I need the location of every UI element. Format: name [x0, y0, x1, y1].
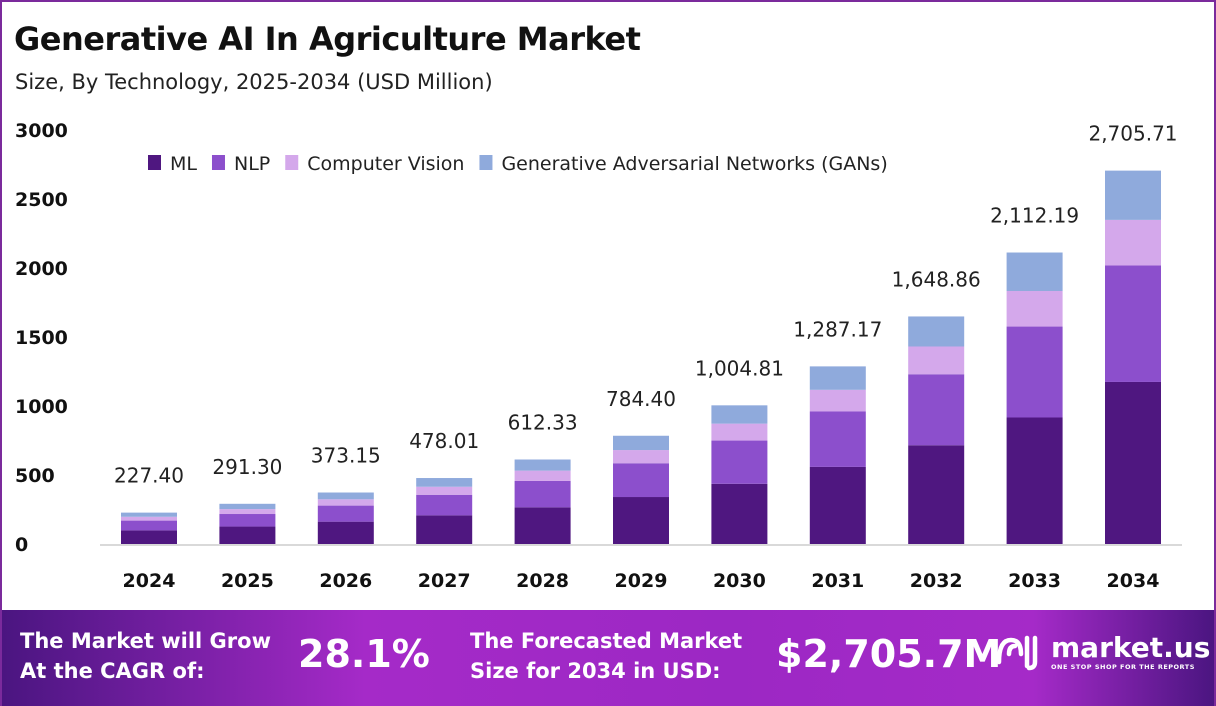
forecast-label-line2: Size for 2034 in USD:	[470, 659, 721, 683]
cagr-value: 28.1%	[298, 632, 430, 676]
bar-segment-2030-nlp	[711, 440, 768, 484]
bar-segment-2034-generative-adversarial-networks-gans-	[1105, 170, 1161, 220]
bar-segment-2026-computer-vision	[317, 499, 374, 506]
bar-segment-2034-ml	[1105, 381, 1161, 544]
brand-mark-icon	[996, 635, 1038, 671]
bar-segment-2030-ml	[711, 483, 768, 544]
bar-segment-2027-nlp	[416, 494, 473, 516]
bar-segment-2026-ml	[317, 521, 374, 544]
x-tick-label: 2030	[713, 570, 766, 592]
forecast-label: The Forecasted Market Size for 2034 in US…	[470, 626, 742, 686]
bar-segment-2028-ml	[514, 507, 571, 544]
brand-tagline: ONE STOP SHOP FOR THE REPORTS	[1051, 663, 1195, 671]
bar-segment-2032-computer-vision	[908, 346, 965, 375]
bar-segment-2034-nlp	[1105, 265, 1161, 382]
bar-segment-2032-nlp	[908, 374, 965, 446]
bar-segment-2031-nlp	[809, 411, 866, 467]
forecast-value: $2,705.7M	[776, 632, 1002, 676]
bar-segment-2028-computer-vision	[514, 470, 571, 481]
legend-label: Computer Vision	[307, 153, 464, 175]
total-label: 227.40	[114, 464, 184, 488]
bar-segment-2033-ml	[1006, 417, 1063, 544]
legend-label: Generative Adversarial Networks (GANs)	[501, 153, 887, 175]
y-tick-label: 0	[15, 534, 28, 556]
bar-segment-2033-generative-adversarial-networks-gans-	[1006, 252, 1063, 291]
footer-banner: The Market will Grow At the CAGR of: 28.1…	[0, 610, 1216, 706]
cagr-label: The Market will Grow At the CAGR of:	[20, 626, 271, 686]
y-tick-label: 2000	[15, 258, 68, 280]
bar-segment-2026-generative-adversarial-networks-gans-	[317, 492, 374, 500]
bar-segment-2027-computer-vision	[416, 486, 473, 495]
chart-subtitle: Size, By Technology, 2025-2034 (USD Mill…	[15, 70, 493, 94]
bar-segment-2029-nlp	[613, 463, 669, 498]
bar-segment-2030-generative-adversarial-networks-gans-	[711, 405, 768, 424]
x-tick-label: 2033	[1008, 570, 1061, 592]
x-tick-label: 2027	[418, 570, 471, 592]
legend-label: NLP	[234, 153, 270, 175]
y-tick-label: 1000	[15, 396, 68, 418]
legend-swatch-ml	[148, 155, 161, 170]
y-tick-label: 500	[15, 465, 55, 487]
bar-segment-2024-nlp	[121, 520, 177, 531]
bar-segment-2032-ml	[908, 445, 965, 544]
legend-swatch-computer-vision	[285, 155, 299, 170]
bar-segment-2033-nlp	[1006, 326, 1063, 418]
bar-segment-2025-nlp	[219, 514, 276, 527]
market-us-logo: market.us ONE STOP SHOP FOR THE REPORTS	[995, 632, 1210, 672]
total-label: 784.40	[606, 387, 676, 411]
y-tick-label: 3000	[15, 120, 68, 142]
bar-segment-2032-generative-adversarial-networks-gans-	[908, 316, 965, 347]
bar-segment-2031-ml	[809, 466, 866, 544]
total-label: 1,004.81	[695, 356, 784, 380]
total-label: 2,705.71	[1088, 122, 1177, 146]
cagr-label-line2: At the CAGR of:	[20, 659, 205, 683]
chart-title: Generative AI In Agriculture Market	[14, 20, 641, 58]
bar-segment-2027-ml	[416, 515, 473, 544]
brand-name: market.us	[1051, 631, 1211, 664]
bar-segment-2033-computer-vision	[1006, 290, 1063, 327]
bar-segment-2024-generative-adversarial-networks-gans-	[121, 512, 177, 517]
bar-segment-2029-generative-adversarial-networks-gans-	[613, 435, 669, 451]
x-tick-label: 2026	[319, 570, 372, 592]
bar-segment-2024-computer-vision	[121, 516, 177, 521]
bar-segment-2030-computer-vision	[711, 423, 768, 441]
cagr-label-line1: The Market will Grow	[20, 629, 271, 653]
legend-swatch-generative-adversarial-networks-gans-	[479, 155, 493, 170]
legend-label: ML	[170, 153, 197, 175]
bar-segment-2026-nlp	[317, 505, 374, 522]
total-label: 1,287.17	[793, 317, 882, 341]
x-tick-label: 2025	[221, 570, 274, 592]
bar-segment-2025-computer-vision	[219, 509, 276, 515]
x-tick-label: 2032	[910, 570, 963, 592]
bar-segment-2031-generative-adversarial-networks-gans-	[809, 366, 866, 390]
bar-segment-2027-generative-adversarial-networks-gans-	[416, 478, 473, 487]
total-label: 612.33	[508, 411, 578, 435]
bar-segment-2028-nlp	[514, 480, 571, 508]
forecast-label-line1: The Forecasted Market	[470, 629, 743, 653]
x-tick-label: 2029	[615, 570, 668, 592]
bar-segment-2029-computer-vision	[613, 450, 669, 464]
x-tick-label: 2028	[516, 570, 569, 592]
bar-segment-2034-computer-vision	[1105, 219, 1161, 266]
bar-segment-2031-computer-vision	[809, 389, 866, 412]
total-label: 478.01	[409, 429, 479, 453]
bar-chart: 0 500 1000 1500 2000 2500 3000 ML NLP Computer Vi…	[15, 120, 1182, 592]
total-label: 1,648.86	[892, 267, 981, 291]
bar-segment-2029-ml	[613, 497, 669, 544]
total-label: 2,112.19	[990, 204, 1079, 228]
y-tick-label: 1500	[15, 327, 68, 349]
total-label: 373.15	[311, 444, 381, 468]
y-tick-label: 2500	[15, 189, 68, 211]
bar-segment-2025-ml	[219, 526, 276, 544]
bar-segment-2028-generative-adversarial-networks-gans-	[514, 459, 571, 471]
x-tick-label: 2031	[811, 570, 864, 592]
bar-segment-2024-ml	[121, 530, 177, 544]
x-tick-label: 2024	[123, 570, 176, 592]
x-tick-label: 2034	[1107, 570, 1160, 592]
legend-swatch-nlp	[211, 155, 225, 170]
bar-segment-2025-generative-adversarial-networks-gans-	[219, 503, 276, 510]
total-label: 291.30	[212, 455, 282, 479]
